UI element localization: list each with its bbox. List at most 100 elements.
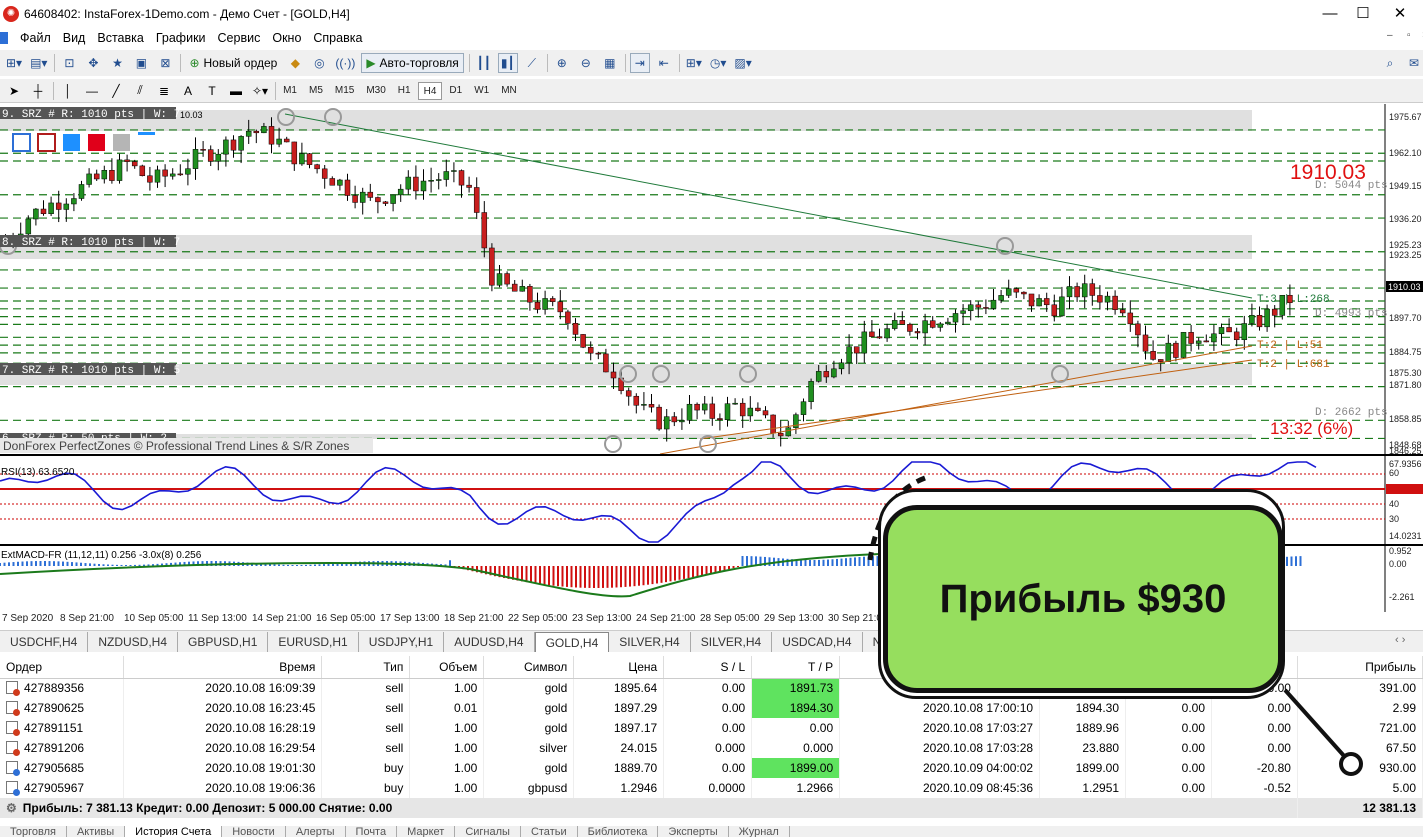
zoom-in-icon[interactable]: ⊕ — [556, 56, 567, 70]
color-swatch-red[interactable] — [88, 134, 105, 151]
menu-help[interactable]: Справка — [313, 31, 363, 45]
col-sl[interactable]: S / L — [663, 656, 753, 679]
text-tool-button[interactable]: A — [183, 83, 192, 98]
chart-tab[interactable]: GBPUSD,H1 — [178, 632, 269, 652]
table-row[interactable]: 427905685 2020.10.08 19:01:30 buy 1.00 gold 1… — [0, 758, 1423, 778]
new-order-button[interactable]: ⊕ Новый ордер — [185, 53, 281, 73]
fibonacci-icon[interactable]: ≣ — [158, 83, 170, 98]
timeframe-m30[interactable]: M30 — [366, 84, 386, 96]
terminal-tab[interactable]: Эксперты — [658, 826, 729, 837]
line-chart-icon[interactable]: ⟋ — [527, 55, 536, 70]
timeframe-mn[interactable]: MN — [501, 84, 517, 96]
tabs-scroll-arrows-icon[interactable]: ‹ › — [1395, 634, 1406, 646]
autoscroll-icon[interactable]: ⇤ — [658, 56, 669, 70]
text-label-icon[interactable]: T — [208, 83, 216, 98]
timeframe-m15[interactable]: M15 — [334, 84, 355, 96]
color-swatch-line[interactable] — [138, 132, 155, 135]
color-swatch-blue[interactable] — [63, 134, 80, 151]
rectangle-icon[interactable]: ▬ — [230, 83, 242, 98]
cursor-icon[interactable]: ➤ — [8, 83, 20, 98]
menu-tools[interactable]: Сервис — [217, 31, 261, 45]
terminal-tab[interactable]: Маркет — [397, 826, 456, 837]
channel-icon[interactable]: ⫽ — [137, 83, 143, 97]
signals-icon[interactable]: ((·)) — [335, 56, 356, 70]
menu-window[interactable]: Окно — [272, 31, 302, 45]
color-swatch-outline-blue[interactable] — [12, 133, 31, 152]
color-swatch-gray[interactable] — [113, 134, 130, 151]
timeframe-d1[interactable]: D1 — [449, 84, 463, 96]
price-chart[interactable]: 9. SRZ # R: 1010 pts | W: 7 10.03 8. SRZ… — [0, 104, 1423, 629]
terminal-tab[interactable]: Алерты — [286, 826, 346, 837]
close-button[interactable]: ✕ — [1393, 5, 1407, 22]
timeframe-h1[interactable]: H1 — [397, 84, 411, 96]
chart-tab[interactable]: NZDUSD,H4 — [88, 632, 179, 652]
menu-insert[interactable]: Вставка — [97, 31, 144, 45]
templates-icon[interactable]: ▨▾ — [734, 56, 752, 70]
chart-tab[interactable]: AUDUSD,H4 — [444, 632, 535, 652]
col-type[interactable]: Тип — [321, 656, 411, 679]
strategy-tester-icon[interactable]: ⊠ — [160, 56, 171, 70]
search-icon[interactable]: ⌕ — [1386, 55, 1394, 70]
community-icon[interactable]: ◎ — [314, 56, 325, 70]
col-time[interactable]: Время — [123, 656, 323, 679]
col-order[interactable]: Ордер — [0, 656, 125, 679]
table-row[interactable]: 427891151 2020.10.08 16:28:19 sell 1.00 gold… — [0, 718, 1423, 738]
zoom-out-icon[interactable]: ⊖ — [580, 56, 591, 70]
arrows-icon[interactable]: ✧▾ — [252, 83, 269, 98]
timeframe-h4[interactable]: H4 — [417, 81, 443, 100]
menu-view[interactable]: Вид — [62, 31, 86, 45]
chart-tab-active[interactable]: GOLD,H4 — [534, 632, 610, 652]
maximize-button[interactable]: ☐ — [1356, 5, 1370, 22]
menu-charts[interactable]: Графики — [155, 31, 206, 45]
chart-tab[interactable]: USDCAD,H4 — [772, 632, 863, 652]
mdi-minimize-icon[interactable]: – — [1387, 30, 1393, 41]
metaeditor-icon[interactable]: ◆ — [290, 56, 300, 70]
terminal-tab[interactable]: Почта — [346, 826, 398, 837]
terminal-tab[interactable]: Статьи — [521, 826, 578, 837]
menu-file[interactable]: Файл — [20, 31, 51, 45]
candlestick-icon[interactable]: ▮┃ — [497, 53, 518, 73]
autotrading-button[interactable]: ▶ Авто-торговля — [361, 53, 464, 73]
navigator-icon[interactable]: ★ — [112, 56, 123, 70]
col-symbol[interactable]: Символ — [483, 656, 575, 679]
chart-tab[interactable]: EURUSD,H1 — [268, 632, 359, 652]
minimize-button[interactable]: — — [1322, 5, 1338, 22]
terminal-tab-active[interactable]: История Счета — [125, 826, 223, 837]
terminal-tab[interactable]: Библиотека — [578, 826, 659, 837]
terminal-tab[interactable]: Торговля — [0, 826, 67, 837]
trendline-icon[interactable]: ╱ — [112, 83, 120, 98]
terminal-tab[interactable]: Активы — [67, 826, 126, 837]
chart-tab[interactable]: USDCHF,H4 — [0, 632, 89, 652]
terminal-tab[interactable]: Новости — [222, 826, 286, 837]
new-chart-icon[interactable]: ⊞▾ — [6, 56, 23, 70]
col-volume[interactable]: Объем — [409, 656, 485, 679]
mdi-restore-icon[interactable]: ▫ — [1407, 30, 1411, 41]
timeframe-m1[interactable]: M1 — [283, 84, 297, 96]
crosshair-icon[interactable]: ┼ — [33, 83, 43, 98]
profiles-icon[interactable]: ▤▾ — [30, 56, 48, 70]
color-swatch-outline-red[interactable] — [37, 133, 56, 152]
market-watch-icon[interactable]: ⊡ — [64, 56, 75, 70]
timeframe-w1[interactable]: W1 — [474, 84, 490, 96]
chart-tab[interactable]: SILVER,H4 — [609, 632, 691, 652]
chart-tab[interactable]: SILVER,H4 — [691, 632, 773, 652]
bar-chart-icon[interactable]: ┃┃ — [476, 56, 492, 70]
table-row[interactable]: 427891206 2020.10.08 16:29:54 sell 1.00 silv… — [0, 738, 1423, 758]
timeframe-m5[interactable]: M5 — [308, 84, 323, 96]
col-profit[interactable]: Прибыль — [1297, 656, 1423, 679]
periods-icon[interactable]: ◷▾ — [709, 56, 727, 70]
col-tp[interactable]: T / P — [751, 656, 841, 679]
indicators-icon[interactable]: ⊞▾ — [685, 56, 702, 70]
chart-shift-icon[interactable]: ⇥ — [629, 53, 650, 73]
terminal-tab[interactable]: Журнал — [729, 826, 790, 837]
vertical-line-icon[interactable]: │ — [64, 83, 72, 98]
table-row[interactable]: 427890625 2020.10.08 16:23:45 sell 0.01 gold… — [0, 698, 1423, 718]
chart-window[interactable]: 9. SRZ # R: 1010 pts | W: 7 10.03 8. SRZ… — [0, 104, 1423, 629]
table-row[interactable]: 427905967 2020.10.08 19:06:36 buy 1.00 gbpus… — [0, 778, 1423, 798]
chart-tab[interactable]: USDJPY,H1 — [359, 632, 445, 652]
data-window-icon[interactable]: ✥ — [88, 56, 99, 70]
tile-windows-icon[interactable]: ▦ — [604, 56, 616, 70]
terminal-tab[interactable]: Сигналы — [455, 826, 521, 837]
horizontal-line-icon[interactable]: — — [86, 83, 98, 98]
terminal-icon[interactable]: ▣ — [135, 56, 148, 70]
